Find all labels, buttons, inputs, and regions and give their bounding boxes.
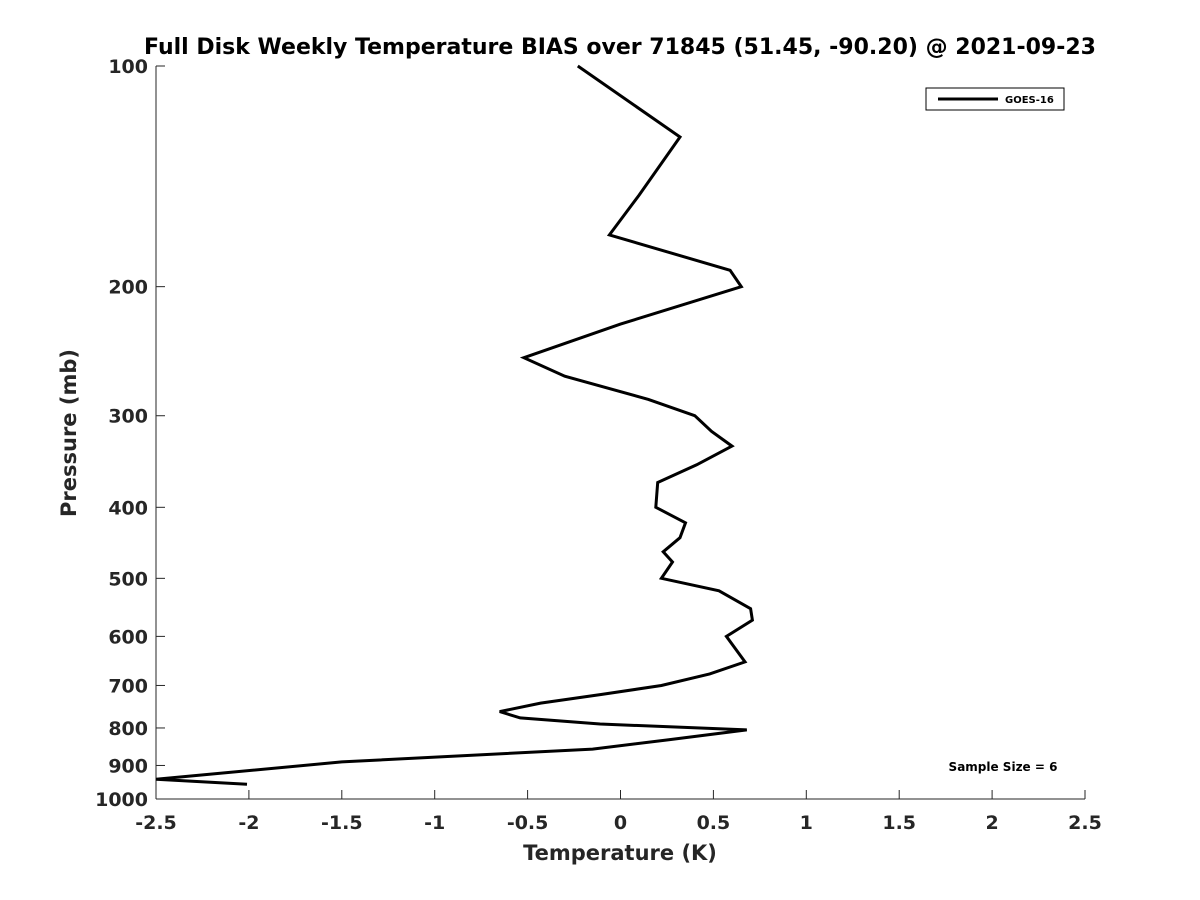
x-tick-label: 1 bbox=[800, 812, 813, 834]
chart-title: Full Disk Weekly Temperature BIAS over 7… bbox=[144, 35, 1096, 60]
y-tick-label: 1000 bbox=[95, 789, 148, 811]
x-tick-label: -0.5 bbox=[507, 812, 549, 834]
y-tick-label: 700 bbox=[108, 675, 148, 697]
x-tick-label: -1.5 bbox=[321, 812, 363, 834]
y-tick-label: 300 bbox=[108, 406, 148, 428]
x-tick-label: -2.5 bbox=[135, 812, 177, 834]
y-tick-label: 600 bbox=[108, 626, 148, 648]
y-tick-label: 800 bbox=[108, 718, 148, 740]
y-tick-label: 500 bbox=[108, 568, 148, 590]
x-tick-label: -2 bbox=[238, 812, 259, 834]
sample-size-annotation: Sample Size = 6 bbox=[949, 760, 1058, 774]
y-axis-ticks: 100 200 300 400 500 600 700 800 900 1000 bbox=[95, 56, 165, 811]
legend: GOES-16 bbox=[925, 87, 1065, 111]
y-tick-label: 400 bbox=[108, 497, 148, 519]
y-tick-label: 200 bbox=[108, 277, 148, 299]
x-tick-label: 1.5 bbox=[882, 812, 916, 834]
y-axis-label: Pressure (mb) bbox=[57, 349, 81, 517]
y-tick-label: 100 bbox=[108, 56, 148, 78]
x-tick-label: -1 bbox=[424, 812, 445, 834]
y-tick-label: 900 bbox=[108, 755, 148, 777]
series-line-goes-16 bbox=[155, 64, 755, 786]
x-axis-ticks: -2.5 -2 -1.5 -1 -0.5 0 0.5 1 1.5 2 2.5 bbox=[135, 790, 1102, 834]
x-axis-label: Temperature (K) bbox=[523, 841, 717, 865]
series-layer bbox=[155, 64, 755, 786]
legend-label-goes-16: GOES-16 bbox=[1005, 95, 1054, 106]
x-tick-label: 0 bbox=[614, 812, 627, 834]
x-tick-label: 2 bbox=[985, 812, 998, 834]
x-tick-label: 2.5 bbox=[1068, 812, 1102, 834]
x-tick-label: 0.5 bbox=[697, 812, 731, 834]
